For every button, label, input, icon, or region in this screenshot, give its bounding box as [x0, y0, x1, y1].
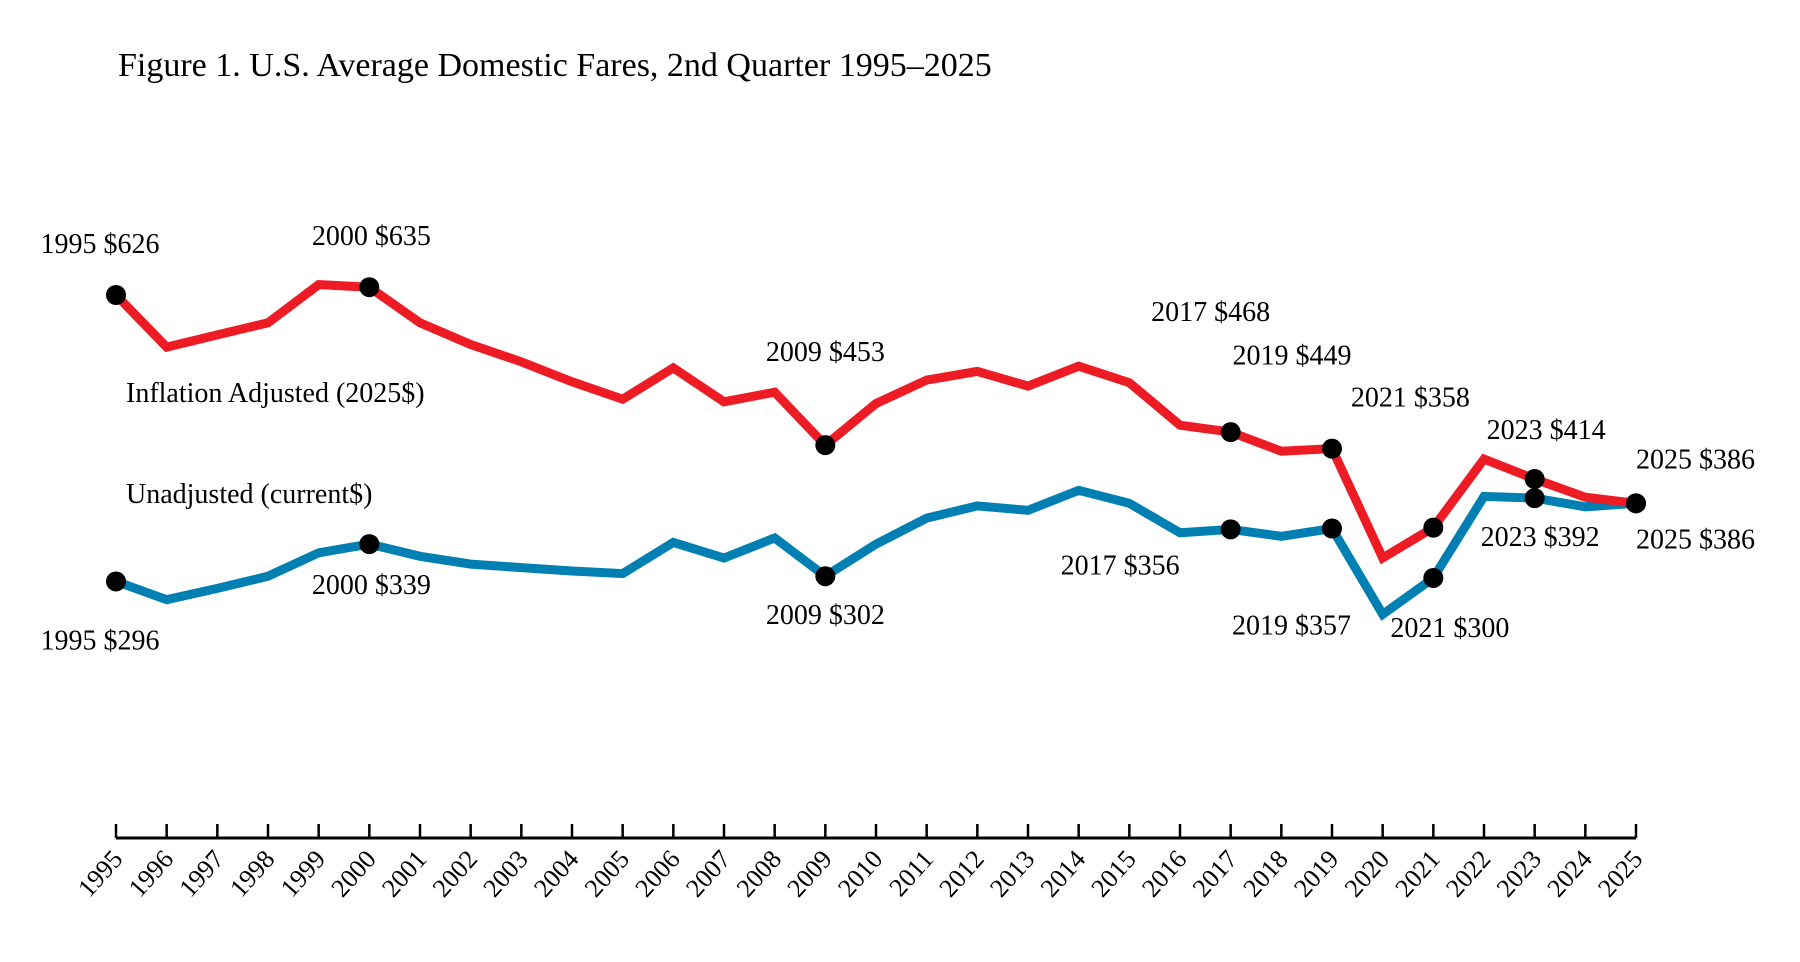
x-tick-label: 2008: [731, 845, 787, 903]
x-tick-label: 2019: [1288, 845, 1344, 903]
marker-adjusted-2021: [1423, 517, 1444, 538]
marker-adjusted-1995: [106, 285, 126, 305]
x-tick-label: 1997: [173, 845, 229, 903]
annotation-adjusted-2009: 2009 $453: [766, 337, 885, 368]
marker-unadjusted-2021: [1423, 567, 1444, 588]
marker-adjusted-2019: [1322, 438, 1342, 459]
marker-unadjusted-2009: [815, 566, 836, 587]
annotation-adjusted-1995: 1995 $626: [41, 229, 160, 260]
x-tick-label: 2002: [427, 845, 483, 903]
annotation-unadjusted-2009: 2009 $302: [766, 600, 885, 631]
x-tick-label: 2023: [1491, 845, 1547, 903]
annotation-unadjusted-1995: 1995 $296: [41, 625, 160, 656]
x-tick-label: 1996: [123, 845, 179, 903]
x-tick-label: 2003: [477, 845, 533, 903]
series-label-inflation-adjusted: Inflation Adjusted (2025$): [126, 378, 425, 409]
x-tick-label: 2005: [579, 845, 635, 903]
x-tick-label: 2013: [984, 845, 1040, 903]
annotation-unadjusted-2025: 2025 $386: [1636, 524, 1755, 555]
annotation-adjusted-2000: 2000 $635: [312, 221, 431, 252]
annotation-adjusted-2017: 2017 $468: [1151, 297, 1270, 328]
annotation-adjusted-2025: 2025 $386: [1636, 444, 1755, 475]
series-line-inflation-adjusted: [112, 280, 1637, 565]
x-tick-label: 2000: [325, 845, 381, 903]
marker-adjusted-2009: [815, 435, 836, 456]
x-tick-label: 2012: [933, 845, 989, 903]
x-tick-label: 1998: [224, 845, 280, 903]
x-tick-label: 1995: [72, 845, 128, 903]
marker-unadjusted-2000: [359, 534, 380, 555]
data-markers: [106, 277, 1646, 592]
marker-adjusted-2017: [1220, 422, 1241, 443]
annotation-unadjusted-2017: 2017 $356: [1061, 550, 1180, 581]
annotation-unadjusted-2000: 2000 $339: [312, 570, 431, 601]
x-tick-label: 2024: [1541, 845, 1597, 903]
x-tick-label: 2016: [1136, 845, 1192, 903]
marker-unadjusted-2017: [1220, 519, 1241, 540]
x-tick-label: 2022: [1440, 845, 1496, 903]
x-tick-label: 2017: [1187, 845, 1243, 903]
annotation-unadjusted-2021: 2021 $300: [1390, 613, 1509, 644]
annotation-unadjusted-2019: 2019 $357: [1232, 610, 1351, 641]
marker-unadjusted-2025: [1626, 493, 1646, 514]
marker-unadjusted-2023: [1524, 488, 1545, 509]
x-tick-label: 2025: [1592, 845, 1648, 903]
marker-unadjusted-1995: [106, 571, 126, 592]
marker-adjusted-2023: [1524, 469, 1545, 490]
annotation-unadjusted-2023: 2023 $392: [1481, 522, 1600, 553]
x-tick-label: 2010: [832, 845, 888, 903]
annotation-adjusted-2023: 2023 $414: [1487, 415, 1606, 446]
x-tick-label: 2018: [1237, 845, 1293, 903]
data-annotations: 1995 $626 2000 $635 2009 $453 2017 $468 2019…: [41, 221, 1756, 656]
annotation-adjusted-2019: 2019 $449: [1233, 341, 1352, 372]
x-tick-label: 1999: [275, 845, 331, 903]
marker-adjusted-2000: [359, 277, 380, 298]
x-tick-label: 2006: [629, 845, 685, 903]
x-tick-label: 2011: [883, 845, 939, 902]
x-tick-label: 2015: [1085, 845, 1141, 903]
chart-title: Figure 1. U.S. Average Domestic Fares, 2…: [118, 47, 992, 84]
x-tick-label: 2020: [1339, 845, 1395, 903]
x-tick-label: 2001: [376, 845, 432, 903]
x-tick-label: 2014: [1035, 845, 1091, 903]
x-tick-label: 2021: [1389, 845, 1445, 903]
series-lines: [112, 280, 1637, 621]
marker-unadjusted-2019: [1322, 518, 1342, 539]
series-label-unadjusted: Unadjusted (current$): [126, 479, 372, 510]
x-tick-label: 2007: [680, 845, 736, 903]
x-tick-label: 2004: [528, 845, 584, 903]
annotation-adjusted-2021: 2021 $358: [1351, 383, 1470, 414]
x-tick-label: 2009: [781, 845, 837, 903]
x-axis: 1995199619971998199920002001200220032004…: [72, 824, 1648, 903]
